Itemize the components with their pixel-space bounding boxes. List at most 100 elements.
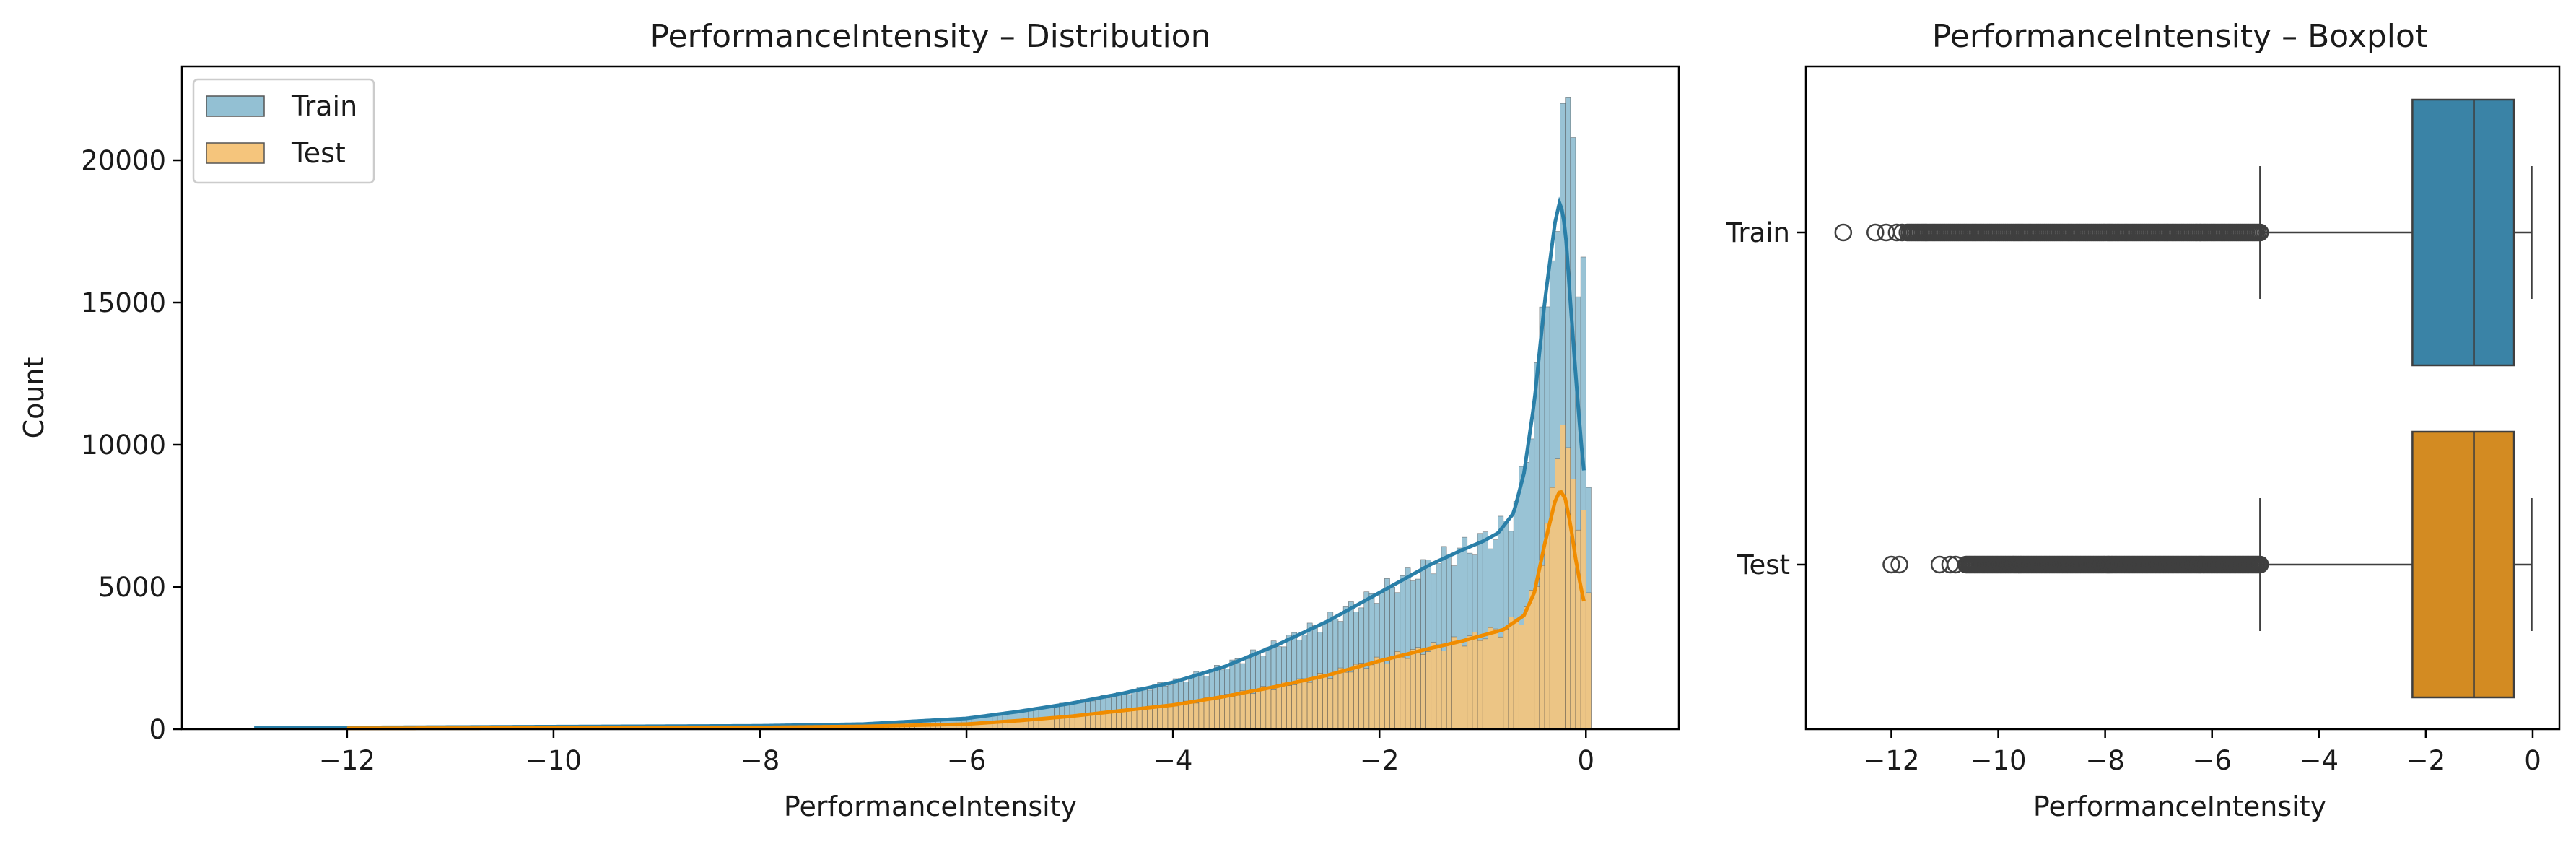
fliers bbox=[1834, 223, 2269, 242]
test-bar bbox=[1503, 629, 1509, 730]
test-bar bbox=[1462, 645, 1468, 730]
test-bar bbox=[1234, 695, 1241, 730]
x-tick-label: −8 bbox=[741, 745, 780, 776]
flier-point bbox=[1941, 555, 1960, 574]
test-bar bbox=[1415, 647, 1421, 730]
test-bar bbox=[1265, 688, 1272, 730]
test-bar bbox=[1436, 644, 1442, 730]
flier-point bbox=[2251, 555, 2269, 574]
x-tick-label: −12 bbox=[1863, 745, 1919, 776]
histogram-y-label: Count bbox=[18, 357, 50, 439]
test-bar bbox=[1306, 682, 1313, 730]
x-tick-label: −2 bbox=[2406, 745, 2446, 776]
test-bar bbox=[1467, 635, 1473, 730]
boxplot-content bbox=[1834, 98, 2533, 699]
fliers bbox=[1882, 555, 2269, 574]
test-bar bbox=[1044, 718, 1049, 730]
test-bar bbox=[1565, 447, 1571, 730]
test-bar bbox=[1317, 673, 1323, 730]
test-bar bbox=[1529, 590, 1535, 730]
test-bar bbox=[1431, 642, 1437, 730]
x-tick-label: 0 bbox=[2524, 745, 2541, 776]
test-bar bbox=[1260, 686, 1267, 730]
x-tick-label: −4 bbox=[2300, 745, 2339, 776]
test-bar bbox=[1152, 707, 1158, 730]
y-tick-label: 20000 bbox=[81, 145, 166, 176]
test-bar bbox=[1363, 668, 1370, 730]
test-bar bbox=[1131, 709, 1138, 730]
test-bar bbox=[1095, 713, 1101, 730]
legend-label-train: Train bbox=[291, 90, 357, 122]
test-bar bbox=[1327, 678, 1334, 730]
y-tick-label: Test bbox=[1737, 549, 1790, 580]
test-bar bbox=[1570, 478, 1576, 730]
flier-point bbox=[1834, 223, 1853, 242]
flier-point bbox=[1887, 223, 1906, 242]
test-bar bbox=[1585, 592, 1592, 730]
test-bar bbox=[1255, 689, 1262, 730]
test-bar bbox=[1250, 693, 1256, 730]
y-tick-label: 0 bbox=[149, 714, 166, 745]
test-bar bbox=[1198, 700, 1205, 730]
test-bar bbox=[1342, 671, 1349, 730]
test-bar bbox=[1291, 684, 1298, 730]
test-kde-line bbox=[346, 490, 1586, 731]
boxplot-x-ticks: −12 −10 −8 −6 −4 −2 0 bbox=[1863, 729, 2541, 776]
boxplot-y-ticks: Train Test bbox=[1725, 217, 1806, 580]
histogram-plot-frame bbox=[180, 65, 1680, 731]
test-bar bbox=[1379, 659, 1385, 730]
test-bar bbox=[1519, 625, 1524, 730]
test-bar bbox=[1394, 651, 1401, 730]
test-bar bbox=[1167, 704, 1174, 730]
test-bar bbox=[1420, 654, 1426, 730]
test-bar bbox=[1121, 710, 1127, 730]
test-bar bbox=[1301, 678, 1308, 730]
test-bar bbox=[1111, 710, 1117, 730]
histogram-y-ticks: 0 5000 10000 15000 20000 bbox=[81, 145, 182, 745]
test-bar bbox=[1296, 678, 1303, 730]
test-bar bbox=[1337, 667, 1344, 730]
x-tick-label: −6 bbox=[2192, 745, 2232, 776]
test-bar bbox=[1275, 684, 1282, 730]
test-bar bbox=[1358, 663, 1365, 730]
iqr-box bbox=[2411, 98, 2515, 367]
boxplot-panel: PerformanceIntensity – Boxplot −12 −10 −8−… bbox=[1725, 18, 2561, 822]
test-bar bbox=[1162, 704, 1169, 730]
x-tick-label: −4 bbox=[1153, 745, 1193, 776]
y-tick-label: 5000 bbox=[98, 572, 166, 603]
test-bar bbox=[1224, 694, 1231, 730]
boxplot-plot-frame bbox=[1804, 65, 2561, 731]
flier-point bbox=[1866, 223, 1885, 242]
x-tick-label: −8 bbox=[2085, 745, 2125, 776]
boxplot-title: PerformanceIntensity – Boxplot bbox=[1932, 18, 2427, 55]
test-bar bbox=[1219, 695, 1225, 730]
test-bar bbox=[1172, 705, 1179, 730]
test-bar bbox=[1544, 523, 1550, 730]
x-tick-label: −12 bbox=[319, 745, 375, 776]
iqr-box bbox=[2411, 430, 2515, 699]
test-bar bbox=[1524, 606, 1529, 730]
test-bar bbox=[1100, 713, 1106, 730]
test-bar bbox=[1116, 712, 1122, 730]
histogram-title: PerformanceIntensity – Distribution bbox=[650, 18, 1210, 55]
test-bar bbox=[1244, 690, 1251, 730]
test-bar bbox=[1477, 640, 1483, 730]
test-bar bbox=[1400, 656, 1406, 730]
histogram-x-ticks: −12 −10 −8 −6 −4 −2 0 bbox=[319, 729, 1594, 776]
test-bar bbox=[1348, 671, 1354, 730]
test-bar bbox=[1368, 664, 1375, 730]
y-tick-label: 10000 bbox=[81, 430, 166, 461]
test-bar bbox=[1482, 638, 1488, 730]
test-bar bbox=[1441, 651, 1447, 730]
test-bar bbox=[1534, 586, 1540, 730]
y-tick-label: 15000 bbox=[81, 287, 166, 318]
test-bar bbox=[1203, 697, 1210, 730]
test-bar bbox=[1410, 649, 1416, 730]
train-box-group bbox=[1834, 98, 2533, 367]
test-bar bbox=[1229, 696, 1236, 730]
test-bar bbox=[1353, 664, 1359, 730]
x-tick-label: −6 bbox=[947, 745, 987, 776]
test-bar bbox=[1193, 702, 1200, 730]
test-bar bbox=[1214, 699, 1220, 730]
